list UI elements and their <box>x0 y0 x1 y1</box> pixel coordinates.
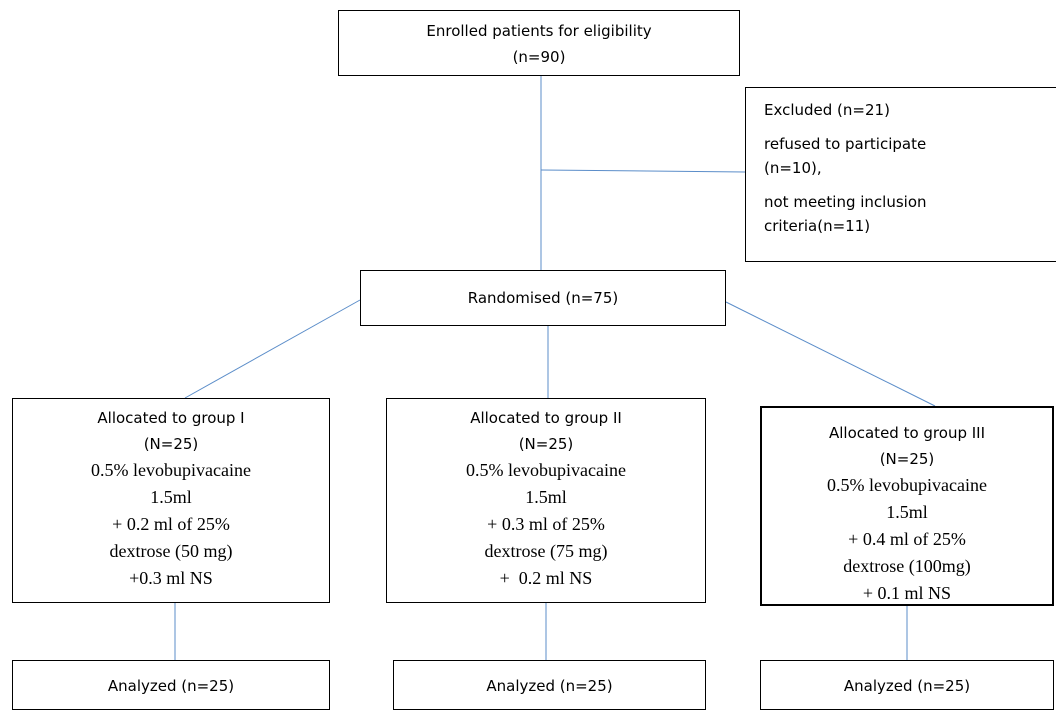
analyzed-box: Analyzed (n=25) <box>393 660 706 710</box>
group-detail: 1.5ml <box>525 487 567 507</box>
randomised-box: Randomised (n=75) <box>360 270 726 326</box>
analyzed-box: Analyzed (n=25) <box>760 660 1054 710</box>
excluded-line: criteria(n=11) <box>764 217 871 235</box>
group-detail: 1.5ml <box>886 502 928 522</box>
connector <box>725 301 936 407</box>
excluded-box: Excluded (n=21) refused to participate (… <box>745 87 1056 262</box>
enrollment-title: Enrolled patients for eligibility <box>426 22 652 40</box>
excluded-line: Excluded (n=21) <box>764 101 890 119</box>
group-n: (N=25) <box>879 450 935 468</box>
group-detail: 0.5% levobupivacaine <box>466 460 626 480</box>
analyzed-label: Analyzed (n=25) <box>107 677 235 695</box>
randomised-label: Randomised (n=75) <box>467 289 619 307</box>
group-detail: + 0.3 ml of 25% <box>487 514 605 534</box>
enrollment-box: Enrolled patients for eligibility (n=90) <box>338 10 740 76</box>
group-detail: + 0.2 ml NS <box>499 568 593 588</box>
connector <box>540 169 746 173</box>
group-detail: + 0.1 ml NS <box>862 583 952 603</box>
group-title: Allocated to group II <box>470 409 622 427</box>
group-detail: 1.5ml <box>150 487 192 507</box>
group-detail: 0.5% levobupivacaine <box>827 475 987 495</box>
allocation-box: Allocated to group III (N=25) 0.5% levobup… <box>760 406 1054 606</box>
group-detail: dextrose (50 mg) <box>109 541 233 561</box>
group-title: Allocated to group III <box>828 424 986 442</box>
group-detail: dextrose (100mg) <box>843 556 971 576</box>
excluded-line: (n=10), <box>764 159 822 177</box>
connector <box>184 299 361 399</box>
analyzed-label: Analyzed (n=25) <box>843 677 971 695</box>
group-n: (N=25) <box>143 435 199 453</box>
group-n: (N=25) <box>518 435 574 453</box>
group-detail: + 0.2 ml of 25% <box>112 514 230 534</box>
group-detail: +0.3 ml NS <box>129 568 213 588</box>
analyzed-label: Analyzed (n=25) <box>486 677 613 695</box>
enrollment-n: (n=90) <box>512 48 566 66</box>
analyzed-box: Analyzed (n=25) <box>12 660 330 710</box>
excluded-line: not meeting inclusion <box>764 193 927 211</box>
group-detail: 0.5% levobupivacaine <box>91 460 251 480</box>
excluded-line: refused to participate <box>764 135 927 153</box>
group-detail: + 0.4 ml of 25% <box>848 529 966 549</box>
group-detail: dextrose (75 mg) <box>484 541 608 561</box>
allocation-box: Allocated to group II (N=25) 0.5% levobupi… <box>386 398 706 603</box>
allocation-box: Allocated to group I (N=25) 0.5% levobupiv… <box>12 398 330 603</box>
group-title: Allocated to group I <box>97 409 245 427</box>
